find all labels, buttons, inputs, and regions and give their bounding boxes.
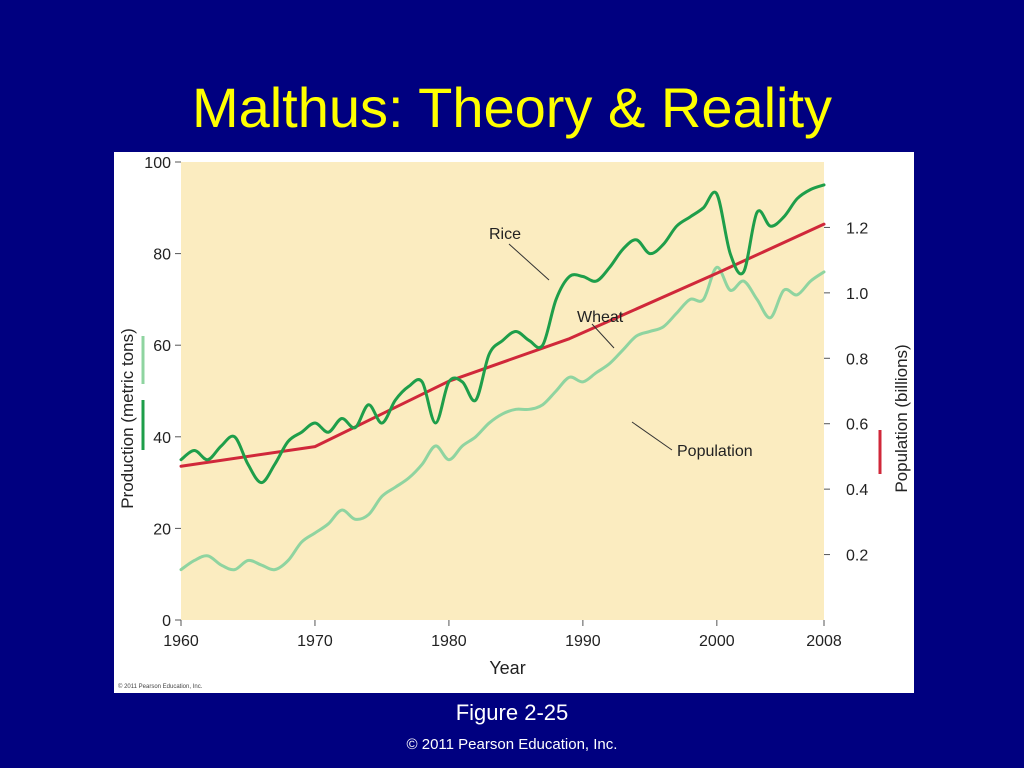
series-line-rice bbox=[179, 183, 826, 485]
series-line-wheat bbox=[179, 265, 826, 572]
y-right-axis-title: Population (billions) bbox=[892, 344, 911, 492]
population-series-label: Population bbox=[677, 443, 753, 460]
y-right-tick-label: 0.4 bbox=[846, 482, 868, 499]
y-left-tick-label: 60 bbox=[153, 338, 171, 355]
x-tick-label: 2000 bbox=[699, 633, 735, 650]
rice-series-label: Rice bbox=[489, 226, 521, 243]
x-tick-label: 2008 bbox=[806, 633, 842, 650]
y-right-tick-label: 0.6 bbox=[846, 417, 868, 434]
figure-caption: Figure 2-25 bbox=[455, 700, 569, 725]
rice-leader-line bbox=[508, 243, 550, 281]
x-axis-title: Year bbox=[489, 658, 525, 678]
wheat-series-label: Wheat bbox=[577, 309, 624, 326]
y-right-tick-label: 1.0 bbox=[846, 286, 868, 303]
x-tick-label: 1980 bbox=[431, 633, 467, 650]
figure-credit: © 2011 Pearson Education, Inc. bbox=[118, 683, 203, 690]
y-left-tick-label: 100 bbox=[144, 155, 171, 172]
y-left-tick-label: 20 bbox=[153, 521, 171, 538]
figure-panel: 0 20 40 60 80 100 1960 1970 1980 1990 2000 2008 0.2 0… bbox=[114, 152, 914, 693]
y-right-tick-label: 1.2 bbox=[846, 220, 868, 237]
y-right-tick-label: 0.8 bbox=[846, 351, 868, 368]
y-left-axis-title: Production (metric tons) bbox=[118, 328, 137, 508]
slide-title: Malthus: Theory & Reality bbox=[191, 76, 833, 139]
plot-area bbox=[181, 162, 824, 620]
y-left-tick-label: 40 bbox=[153, 430, 171, 447]
x-tick-label: 1960 bbox=[163, 633, 199, 650]
copyright-notice: © 2011 Pearson Education, Inc. bbox=[406, 736, 618, 753]
y-right-tick-label: 0.2 bbox=[846, 548, 868, 565]
y-left-tick-label: 80 bbox=[153, 247, 171, 264]
x-tick-label: 1990 bbox=[565, 633, 601, 650]
wheat-leader-line bbox=[591, 323, 615, 349]
x-tick-label: 1970 bbox=[297, 633, 333, 650]
production-population-chart: 0 20 40 60 80 100 1960 1970 1980 1990 2000 2008 0.2 0… bbox=[118, 155, 911, 690]
y-left-tick-label: 0 bbox=[162, 613, 171, 630]
population-leader-line bbox=[631, 421, 673, 451]
